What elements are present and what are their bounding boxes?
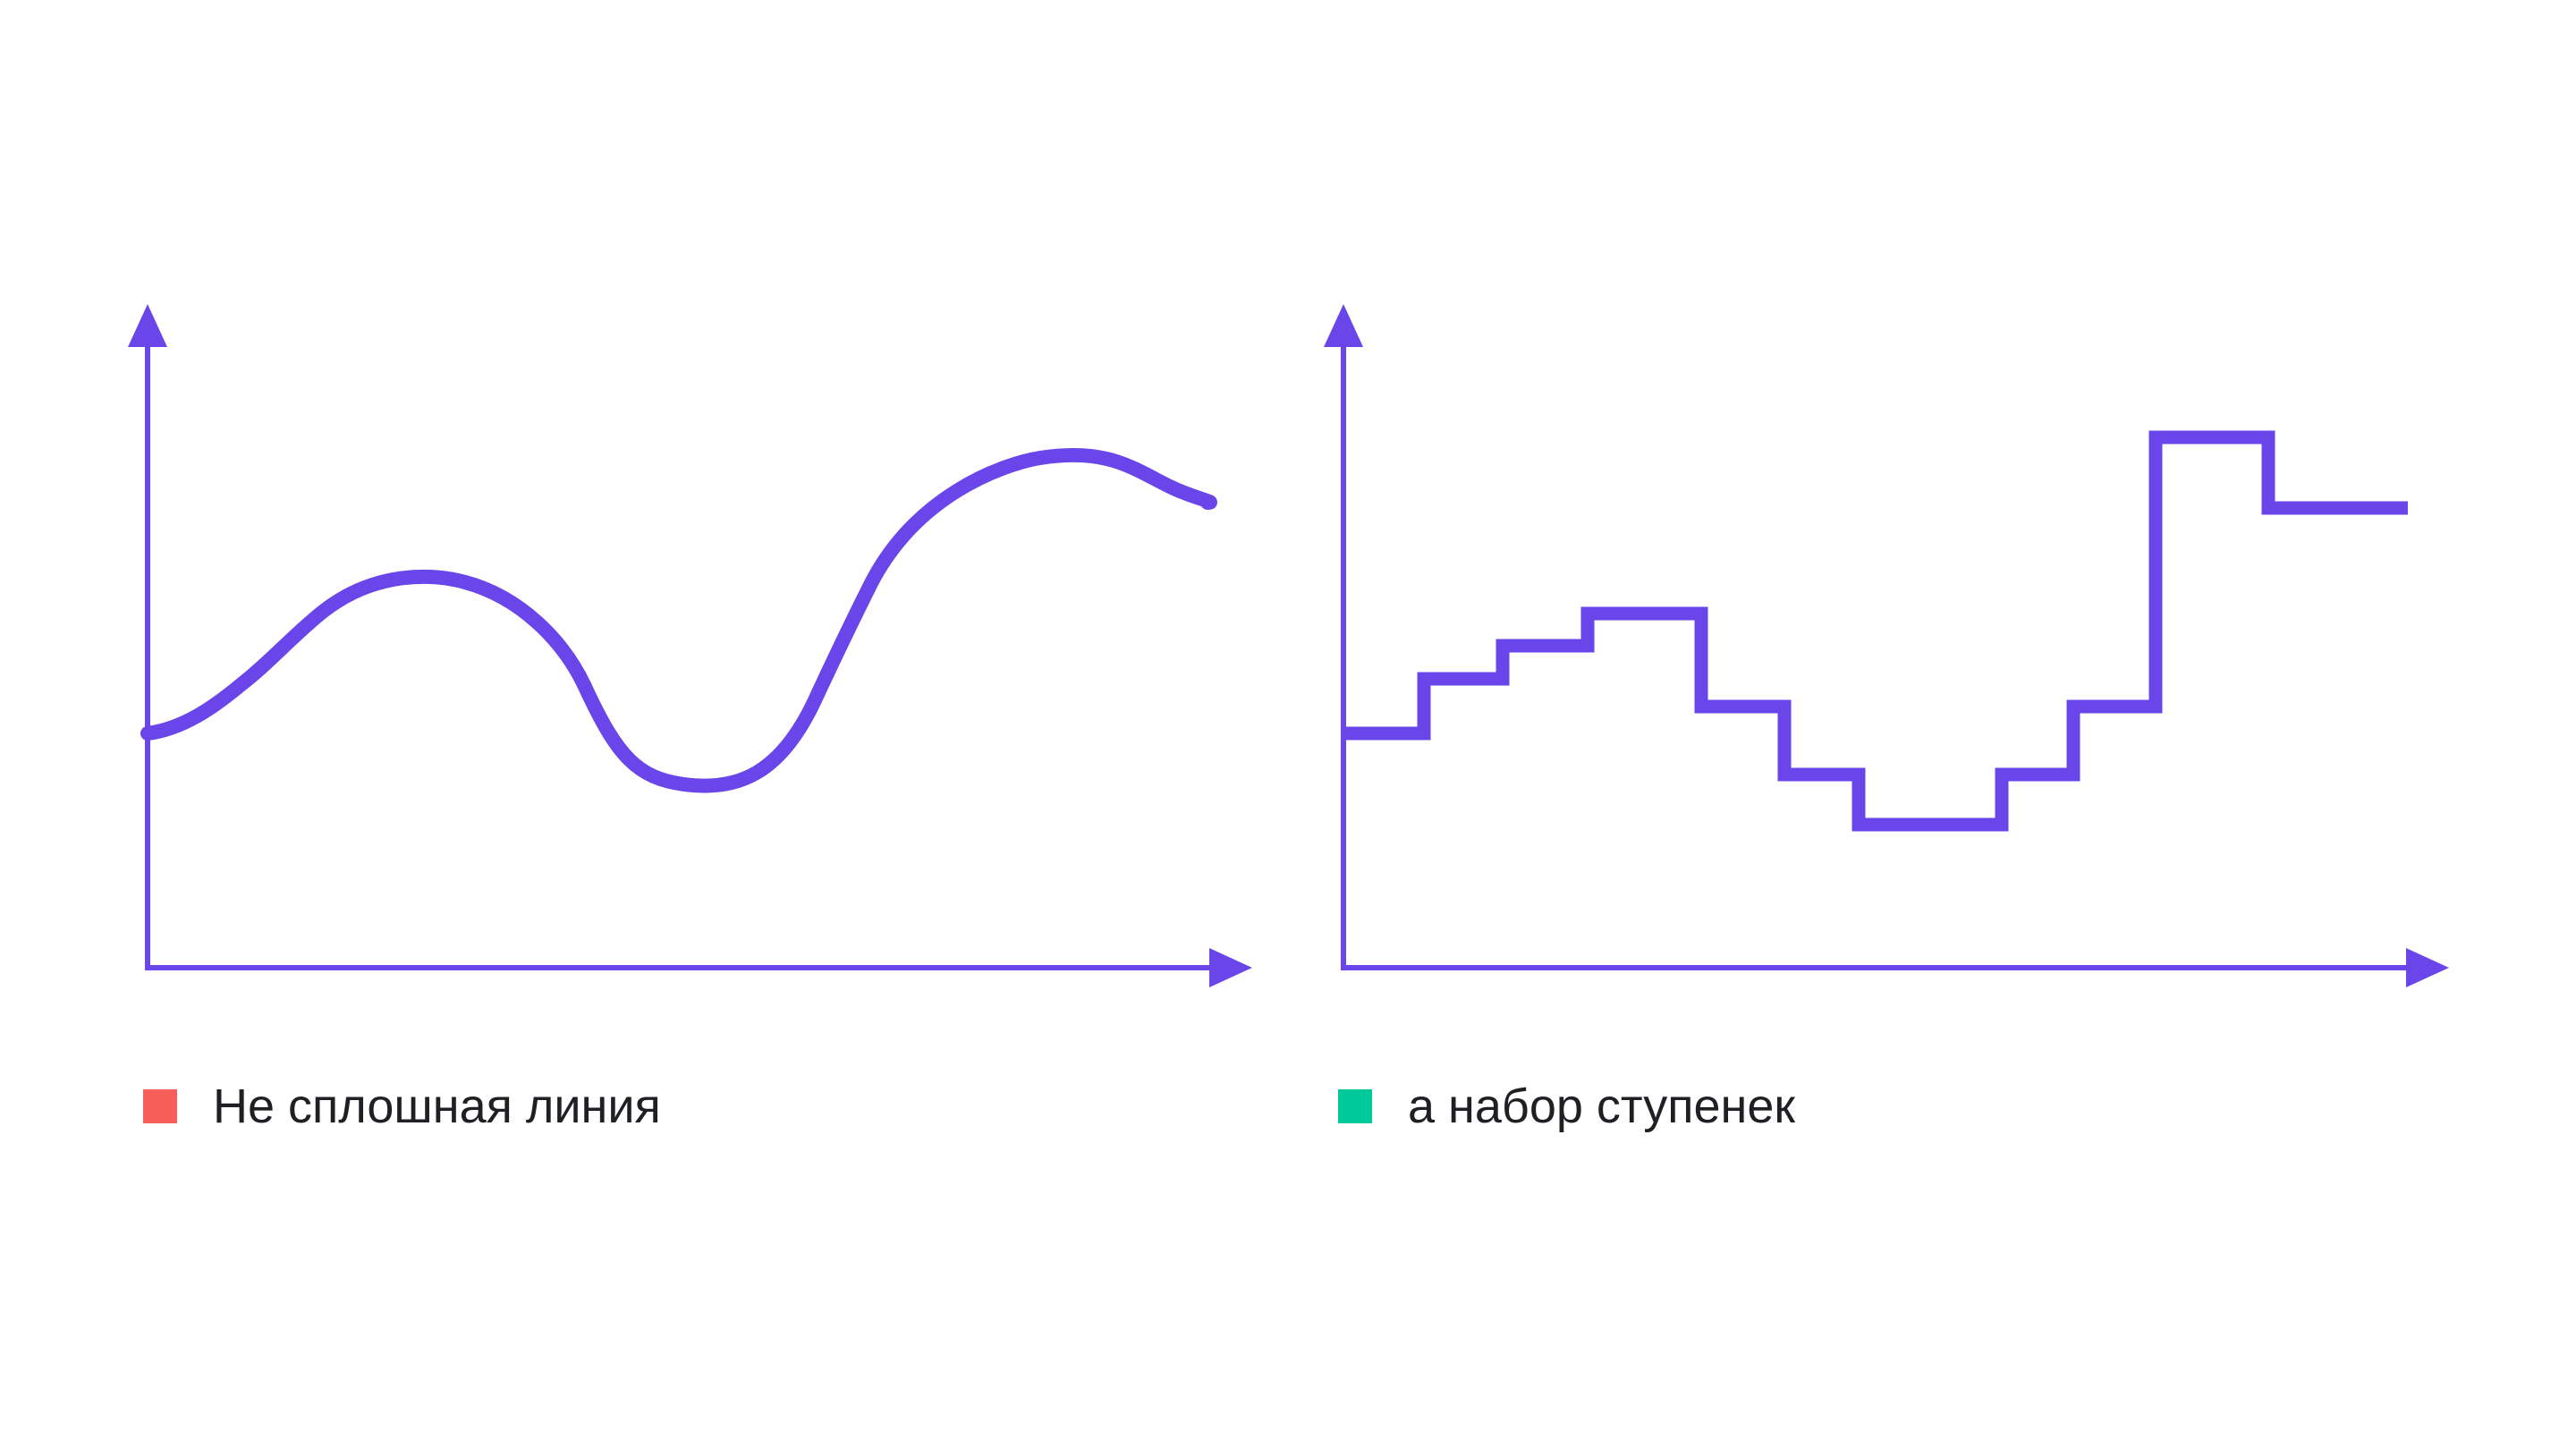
step-line-panel xyxy=(1324,304,2449,987)
legend-smooth-label: Не сплошная линия xyxy=(213,1080,661,1133)
smooth-curve xyxy=(140,447,1217,793)
right-y-axis-arrow xyxy=(1324,304,1363,347)
legend-steps: а набор ступенек xyxy=(1338,1078,1795,1135)
left-y-axis-arrow xyxy=(128,304,167,347)
right-x-axis-arrow xyxy=(2406,948,2449,987)
step-line xyxy=(1343,430,2408,832)
smooth-curve-panel xyxy=(128,304,1252,987)
left-x-axis-arrow xyxy=(1209,948,1252,987)
legend-smooth-swatch xyxy=(143,1089,177,1123)
legend-steps-label: а набор ступенек xyxy=(1408,1080,1795,1133)
legend-steps-swatch xyxy=(1338,1089,1372,1123)
legend-smooth: Не сплошная линия xyxy=(143,1078,661,1135)
